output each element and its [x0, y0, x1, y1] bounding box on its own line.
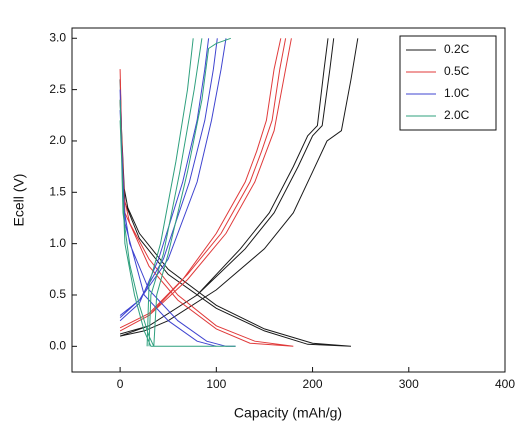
series-line — [119, 38, 359, 347]
x-tick-label: 300 — [399, 377, 419, 391]
x-tick-label: 200 — [303, 377, 323, 391]
plot-frame — [71, 27, 506, 373]
y-axis-title: Ecell (V) — [11, 174, 27, 227]
legend-label: 2.0C — [444, 108, 470, 122]
x-tick-label: 0 — [117, 377, 124, 391]
y-tick-label: 0.0 — [49, 339, 66, 353]
x-axis-title: Capacity (mAh/g) — [234, 405, 342, 421]
series-line — [119, 37, 236, 347]
legend-label: 0.2C — [444, 42, 470, 56]
legend-label: 0.5C — [444, 64, 470, 78]
series-line — [119, 38, 294, 347]
legend-box — [399, 35, 497, 131]
y-tick-label: 0.5 — [49, 287, 66, 301]
y-tick-label: 1.5 — [49, 184, 66, 198]
legend-label: 1.0C — [444, 86, 470, 100]
x-tick-label: 100 — [206, 377, 226, 391]
y-tick-label: 2.5 — [49, 82, 66, 96]
y-tick-label: 3.0 — [49, 30, 66, 44]
y-tick-label: 1.0 — [49, 236, 66, 250]
x-tick-label: 400 — [495, 377, 515, 391]
y-tick-label: 2.0 — [49, 133, 66, 147]
